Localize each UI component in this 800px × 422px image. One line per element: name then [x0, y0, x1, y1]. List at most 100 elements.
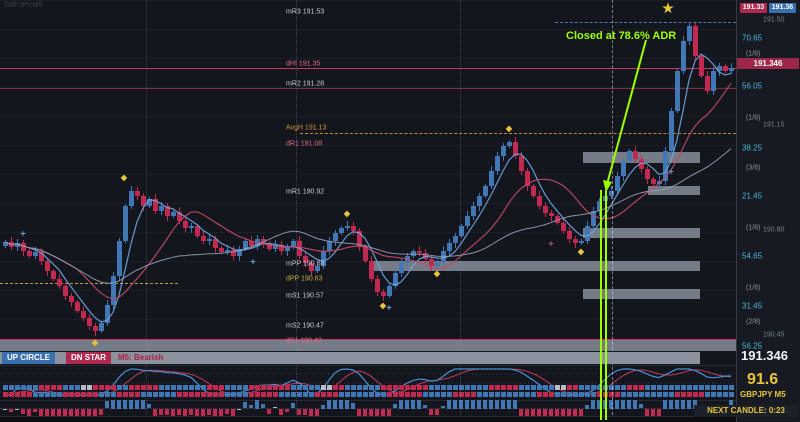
current-price-tag: 191.346 [737, 58, 799, 69]
signal-strip-cell [465, 392, 470, 397]
adr-percent-display: 91.6 [747, 371, 779, 388]
signal-strip-cell [99, 385, 104, 390]
candle-body [363, 246, 368, 261]
histogram-bar [693, 399, 697, 409]
candle-body [711, 71, 716, 91]
signal-strip-cell [207, 385, 212, 390]
histogram-bar [555, 408, 559, 418]
buy-button[interactable]: 191.36 [769, 3, 796, 13]
sell-button[interactable]: 191.33 [740, 3, 767, 13]
signal-strip-cell [423, 385, 428, 390]
signal-strip-cell [585, 385, 590, 390]
signal-strip-cell [177, 385, 182, 390]
axis-target-label: 21.45 [742, 191, 763, 201]
histogram-bar [69, 408, 73, 418]
pivot-level-label: AvgH 191.13 [286, 124, 327, 132]
signal-strip-cell [165, 385, 170, 390]
signal-strip-cell [261, 392, 266, 397]
histogram-bar [609, 399, 613, 409]
pivot-level-label: mS2 190.47 [286, 322, 324, 330]
candle-body [171, 212, 176, 216]
candle-body [195, 226, 200, 236]
signal-strip-cell [75, 392, 80, 397]
signal-strip-cell [273, 392, 278, 397]
histogram-bar [279, 408, 283, 416]
signal-strip-cell [9, 385, 14, 390]
signal-strip-cell [267, 392, 272, 397]
signal-strip-cell [615, 392, 620, 397]
signal-strip-cell [351, 385, 356, 390]
candle-body [669, 111, 674, 151]
histogram-bar [639, 403, 643, 409]
histogram-bar [441, 406, 445, 409]
candle-body [723, 66, 728, 71]
signal-strip-cell [489, 392, 494, 397]
candle-body [117, 241, 122, 276]
histogram-bar [729, 399, 733, 409]
signal-strip-cell [531, 392, 536, 397]
candle-body [447, 243, 452, 251]
histogram-bar [261, 404, 265, 409]
signal-strip-cell [51, 392, 56, 397]
signal-strip-cell [45, 392, 50, 397]
trade-entry-line [600, 190, 602, 420]
histogram-bar [273, 406, 277, 409]
signal-strip-cell [189, 385, 194, 390]
signal-strip-cell [513, 385, 518, 390]
signal-strip-cell [723, 392, 728, 397]
candle-body [111, 276, 116, 305]
price-axis[interactable]: 191.33 191.36 191.346 191.346 91.6 GBPJP… [736, 0, 800, 422]
candle-body [429, 259, 434, 266]
signal-strip-cell [213, 392, 218, 397]
candle-body [153, 199, 158, 211]
histogram-bar [57, 408, 61, 418]
signal-strip-cell [495, 385, 500, 390]
histogram-panel[interactable] [0, 399, 736, 418]
signal-strip-cell [9, 392, 14, 397]
signal-strip-cell [513, 392, 518, 397]
signal-strip-cell [633, 392, 638, 397]
signal-marker-icon: ◆ [505, 124, 513, 133]
histogram-bar [303, 408, 307, 416]
signal-strip-cell [729, 385, 734, 390]
signal-strip-cell [339, 392, 344, 397]
signal-strip-cell [39, 392, 44, 397]
signal-strip-cell [633, 385, 638, 390]
histogram-bar [123, 399, 127, 409]
signal-strip-cell [129, 392, 134, 397]
signal-strip-cell [663, 392, 668, 397]
candle-body [687, 26, 692, 41]
signal-strip-cell [669, 385, 674, 390]
signal-strip-cell [393, 385, 398, 390]
signal-strip-cell [213, 385, 218, 390]
signal-strip-cell [477, 385, 482, 390]
price-chart[interactable]: GBPJPY,M5 ◆ ◆ ◆ ◆ ◆ ◆ ◆ ★ + + + + + mR3 191.53 dHI 191… [0, 0, 736, 351]
candle-body [525, 171, 530, 186]
oscillator-panel[interactable] [0, 365, 736, 400]
histogram-bar [195, 408, 199, 418]
signal-strip-cell [291, 385, 296, 390]
candle-body [501, 146, 506, 156]
histogram-bar [255, 399, 259, 409]
signal-strip-cell [189, 392, 194, 397]
candle-body [15, 243, 20, 247]
candle-body [699, 56, 704, 76]
candle-body [579, 241, 584, 243]
signal-strip-cell [279, 385, 284, 390]
signal-strip-cell [291, 392, 296, 397]
signal-strip-cell [723, 385, 728, 390]
signal-strip-cell [651, 385, 656, 390]
signal-strip-cell [639, 385, 644, 390]
candle-body [75, 302, 80, 311]
candle-body [39, 252, 44, 261]
signal-strip-cell [243, 392, 248, 397]
histogram-bar [633, 399, 637, 409]
signal-strip-cell [543, 392, 548, 397]
candle-body [495, 156, 500, 171]
candle-body [219, 248, 224, 252]
candle-body [393, 273, 398, 286]
candle-body [45, 261, 50, 271]
signal-strip-cell [141, 392, 146, 397]
histogram-bar [447, 399, 451, 409]
axis-target-label: 54.65 [742, 251, 763, 261]
